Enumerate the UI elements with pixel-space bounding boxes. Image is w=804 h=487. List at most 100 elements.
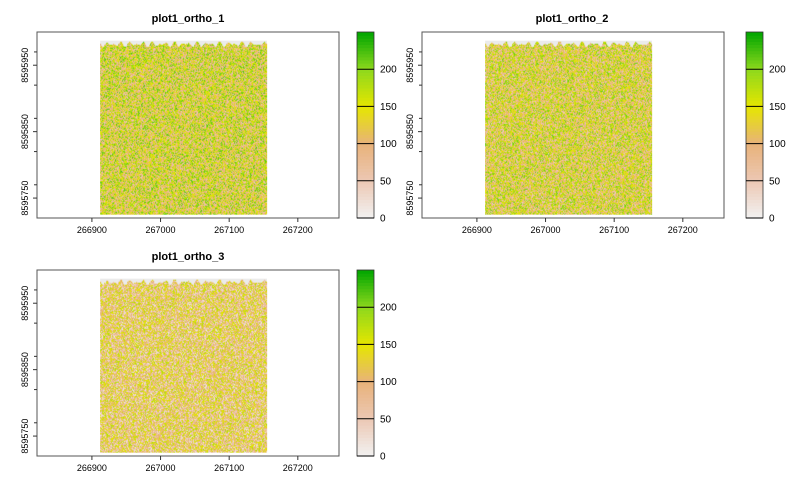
legend-color-step (357, 84, 374, 89)
legend-color-step (357, 121, 374, 126)
legend-color-step (357, 390, 374, 395)
legend-color-step (357, 307, 374, 311)
legend-color-step (357, 63, 374, 67)
legend-color-step (746, 41, 763, 45)
legend-color-step (746, 72, 763, 76)
legend-color-step (357, 304, 374, 308)
legend-color-step (746, 183, 763, 188)
legend-label: 200 (380, 65, 397, 76)
legend-color-step (357, 115, 374, 120)
legend-color-step (746, 47, 763, 52)
plot-frame (36, 269, 340, 457)
legend-color-step (357, 81, 374, 86)
legend-color-step (357, 165, 374, 169)
y-tick-label: 8595850 (20, 352, 30, 387)
legend-color-step (357, 97, 374, 101)
plot-frame (421, 31, 725, 219)
legend-color-step (746, 35, 763, 39)
x-tick-label: 267100 (214, 463, 244, 473)
legend-color-step (357, 297, 374, 302)
x-tick-label: 267000 (531, 225, 561, 235)
legend-color-step (357, 152, 374, 157)
legend-color-step (357, 128, 374, 132)
legend-color-step (357, 177, 374, 182)
legend-label: 150 (380, 340, 397, 351)
legend-color-step (357, 359, 374, 364)
legend-color-step (357, 149, 374, 154)
legend-color-step (746, 187, 763, 191)
chart-panel-1: plot1_ortho_1 266900 267000 267100 267200 859… (20, 13, 397, 235)
legend-color-step (357, 131, 374, 135)
legend-color-step (746, 84, 763, 89)
legend-color-step (746, 69, 763, 73)
legend-color-step (357, 440, 374, 445)
legend-color-step (357, 443, 374, 448)
legend-color-step (746, 177, 763, 182)
legend-color-step (357, 437, 374, 442)
x-tick-label: 266900 (462, 225, 492, 235)
legend-color-step (357, 100, 374, 104)
legend-color-step (357, 72, 374, 76)
legend-color-step (357, 44, 374, 49)
legend-color-step (357, 291, 374, 296)
y-tick-label: 8595850 (405, 114, 415, 149)
legend-color-step (746, 193, 763, 197)
legend-color-step (746, 109, 763, 114)
legend-color-step (357, 328, 374, 333)
legend-color-step (357, 341, 374, 345)
legend-color-step (357, 347, 374, 352)
legend-label: 100 (380, 377, 397, 388)
legend-color-step (357, 363, 374, 367)
x-tick-label: 267200 (283, 225, 313, 235)
legend-color-step (746, 196, 763, 200)
legend-label: 150 (769, 102, 786, 113)
legend-label: 0 (380, 214, 386, 225)
legend-label: 0 (769, 214, 775, 225)
legend-color-step (357, 378, 374, 383)
legend-color-step (357, 183, 374, 188)
legend-color-step (746, 78, 763, 83)
legend-color-step (357, 381, 374, 386)
legend-color-step (746, 50, 763, 55)
y-tick-label: 8595750 (20, 419, 30, 454)
legend-color-step (746, 75, 763, 80)
legend-color-step (357, 87, 374, 92)
legend-color-step (357, 301, 374, 305)
legend-color-step (357, 75, 374, 80)
legend-color-step (357, 316, 374, 321)
legend-color-step (746, 180, 763, 185)
legend-color-step (746, 214, 763, 219)
legend-color-step (357, 125, 374, 129)
legend-color-step (746, 162, 763, 166)
legend-color-step (357, 159, 374, 163)
legend-color-step (357, 406, 374, 411)
legend-color-step (357, 109, 374, 114)
legend-color-step (357, 103, 374, 107)
y-tick-label: 8595750 (405, 181, 415, 216)
legend-color-step (357, 285, 374, 290)
legend-color-step (746, 112, 763, 117)
legend-label: 150 (380, 102, 397, 113)
legend-color-step (746, 131, 763, 135)
legend-color-step (746, 121, 763, 126)
legend-color-step (746, 103, 763, 107)
legend-color-step (746, 56, 763, 61)
legend-color-step (746, 202, 763, 207)
chart-title: plot1_ortho_3 (152, 251, 225, 263)
legend-color-step (357, 69, 374, 73)
legend-color-step (357, 387, 374, 392)
legend-color-step (746, 190, 763, 194)
chart-panel-3: plot1_ortho_3 266900 267000 267100 267200 859… (20, 251, 397, 473)
legend-color-step (357, 50, 374, 55)
legend-color-step (746, 134, 763, 138)
legend-label: 100 (769, 139, 786, 150)
legend-color-step (357, 90, 374, 95)
legend-label: 200 (769, 65, 786, 76)
legend-color-step (357, 187, 374, 191)
legend-color-step (357, 38, 374, 42)
legend-color-step (357, 112, 374, 117)
legend-color-step (357, 431, 374, 435)
legend-color-step (746, 94, 763, 98)
legend-label: 50 (380, 414, 392, 425)
raster-cells (100, 40, 268, 215)
